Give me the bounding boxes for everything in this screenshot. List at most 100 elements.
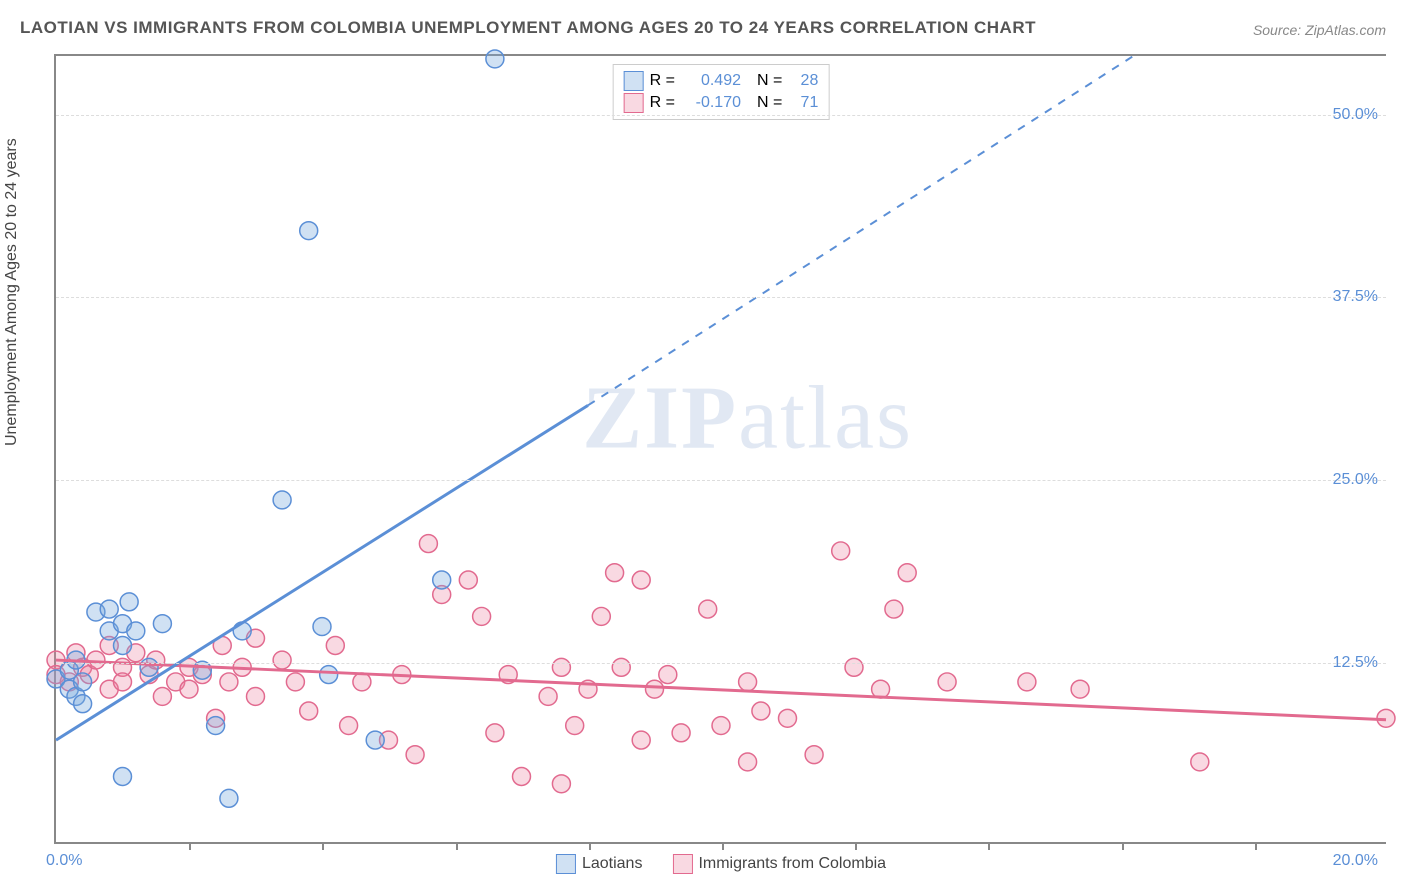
data-point <box>898 564 916 582</box>
data-point <box>286 673 304 691</box>
x-tick <box>456 842 458 850</box>
legend-label-colombia: Immigrants from Colombia <box>698 855 886 873</box>
data-point <box>127 622 145 640</box>
data-point <box>672 724 690 742</box>
x-end-label: 20.0% <box>1333 852 1378 870</box>
swatch-colombia <box>624 93 644 113</box>
data-point <box>699 600 717 618</box>
data-point <box>779 709 797 727</box>
data-point <box>273 651 291 669</box>
data-point <box>632 731 650 749</box>
data-point <box>612 658 630 676</box>
plot-area: ZIPatlas R = 0.492 N = 28 R = -0.170 N =… <box>54 54 1386 844</box>
legend-row-laotians: R = 0.492 N = 28 <box>624 71 819 91</box>
data-point <box>153 687 171 705</box>
data-point <box>805 746 823 764</box>
grid-line <box>56 480 1386 481</box>
swatch-laotians <box>624 71 644 91</box>
data-point <box>87 651 105 669</box>
data-point <box>552 775 570 793</box>
legend-label-laotians: Laotians <box>582 855 643 873</box>
x-tick <box>722 842 724 850</box>
data-point <box>207 717 225 735</box>
data-point <box>739 673 757 691</box>
data-point <box>419 535 437 553</box>
data-point <box>632 571 650 589</box>
data-point <box>552 658 570 676</box>
y-axis-label: Unemployment Among Ages 20 to 24 years <box>3 138 21 446</box>
data-point <box>74 695 92 713</box>
grid-line <box>56 115 1386 116</box>
grid-line <box>56 663 1386 664</box>
x-tick <box>189 842 191 850</box>
data-point <box>366 731 384 749</box>
data-point <box>74 673 92 691</box>
data-point <box>114 673 132 691</box>
y-tick-label: 12.5% <box>1333 654 1378 672</box>
data-point <box>273 491 291 509</box>
data-point <box>938 673 956 691</box>
data-point <box>120 593 138 611</box>
data-point <box>353 673 371 691</box>
data-point <box>739 753 757 771</box>
chart-container: LAOTIAN VS IMMIGRANTS FROM COLOMBIA UNEM… <box>0 0 1406 892</box>
data-point <box>1071 680 1089 698</box>
data-point <box>832 542 850 560</box>
series-legend: Laotians Immigrants from Colombia <box>556 854 886 874</box>
grid-line <box>56 297 1386 298</box>
data-point <box>100 600 118 618</box>
data-point <box>1191 753 1209 771</box>
regression-line-laotians <box>56 405 588 740</box>
data-point <box>486 50 504 68</box>
data-point <box>340 717 358 735</box>
y-tick-label: 37.5% <box>1333 288 1378 306</box>
x-tick <box>589 842 591 850</box>
y-tick-label: 50.0% <box>1333 106 1378 124</box>
x-tick <box>855 842 857 850</box>
n-value-colombia: 71 <box>788 94 818 112</box>
data-point <box>140 658 158 676</box>
data-point <box>473 607 491 625</box>
legend-item-laotians: Laotians <box>556 854 643 874</box>
data-point <box>320 666 338 684</box>
data-point <box>539 687 557 705</box>
r-value-laotians: 0.492 <box>681 72 741 90</box>
data-point <box>300 702 318 720</box>
data-point <box>592 607 610 625</box>
n-value-laotians: 28 <box>788 72 818 90</box>
swatch-colombia-b <box>672 854 692 874</box>
data-point <box>406 746 424 764</box>
data-point <box>712 717 730 735</box>
data-point <box>114 768 132 786</box>
data-point <box>313 618 331 636</box>
x-tick <box>1255 842 1257 850</box>
data-point <box>459 571 477 589</box>
data-point <box>566 717 584 735</box>
chart-title: LAOTIAN VS IMMIGRANTS FROM COLOMBIA UNEM… <box>20 18 1036 38</box>
data-point <box>220 673 238 691</box>
legend-item-colombia: Immigrants from Colombia <box>672 854 886 874</box>
data-point <box>606 564 624 582</box>
source-attribution: Source: ZipAtlas.com <box>1253 22 1386 38</box>
data-point <box>247 687 265 705</box>
data-point <box>752 702 770 720</box>
data-point <box>220 789 238 807</box>
data-point <box>646 680 664 698</box>
data-point <box>433 571 451 589</box>
legend-row-colombia: R = -0.170 N = 71 <box>624 93 819 113</box>
data-point <box>326 637 344 655</box>
data-point <box>486 724 504 742</box>
x-tick <box>1122 842 1124 850</box>
data-point <box>1018 673 1036 691</box>
chart-svg <box>56 56 1386 842</box>
swatch-laotians-b <box>556 854 576 874</box>
r-value-colombia: -0.170 <box>681 94 741 112</box>
x-tick <box>988 842 990 850</box>
x-origin-label: 0.0% <box>46 852 82 870</box>
data-point <box>153 615 171 633</box>
data-point <box>300 222 318 240</box>
data-point <box>513 768 531 786</box>
x-tick <box>322 842 324 850</box>
data-point <box>845 658 863 676</box>
data-point <box>659 666 677 684</box>
